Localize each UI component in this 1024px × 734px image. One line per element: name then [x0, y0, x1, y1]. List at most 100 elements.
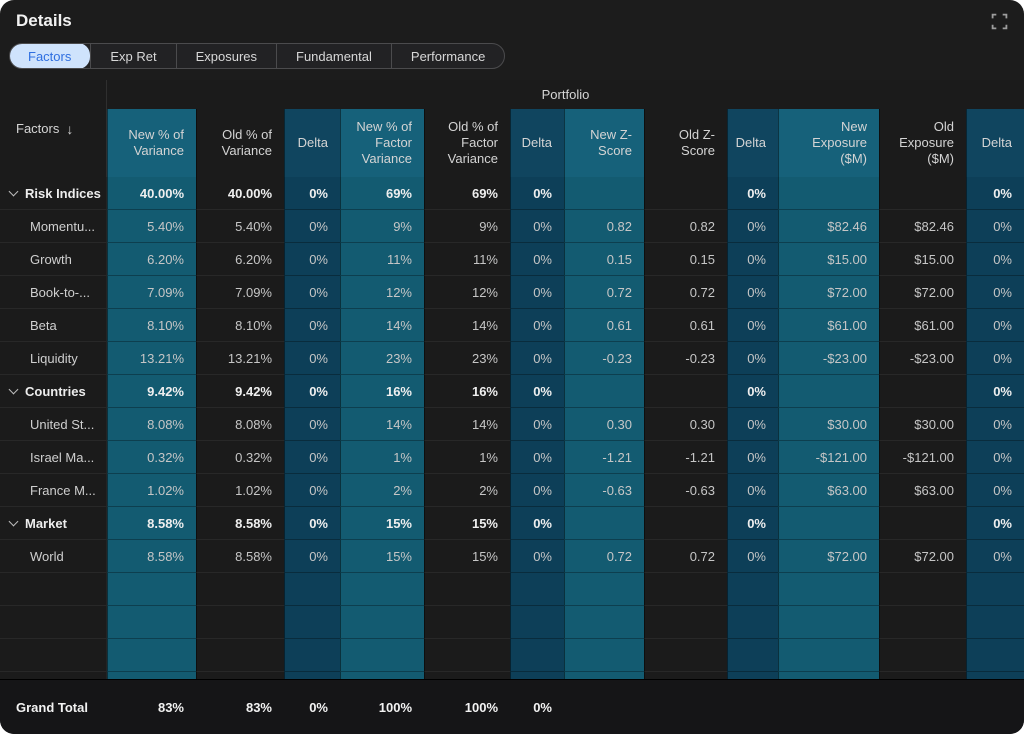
- cell: [727, 606, 778, 639]
- row-liquidity: Liquidity 13.21% 13.21% 0% 23% 23% 0% -0.23 -0.2…: [0, 342, 1024, 375]
- row-label: [0, 672, 107, 680]
- group-row-market[interactable]: Market 8.58% 8.58% 0% 15% 15% 0% 0% 0%: [0, 507, 1024, 540]
- cell: [510, 672, 564, 680]
- cell: [727, 573, 778, 606]
- cell: [340, 573, 424, 606]
- cell: $15.00: [879, 243, 966, 276]
- cell: 0.32%: [107, 441, 196, 474]
- cell: 0%: [284, 474, 340, 507]
- cell: 16%: [340, 375, 424, 408]
- factors-sort-header[interactable]: Factors ↓: [0, 80, 107, 177]
- cell: -$121.00: [778, 441, 879, 474]
- column-header-delta[interactable]: Delta: [966, 109, 1024, 177]
- cell: [778, 177, 879, 210]
- cell: [644, 507, 727, 540]
- empty-row: [0, 639, 1024, 672]
- cell: $72.00: [879, 540, 966, 573]
- factors-header-label: Factors: [16, 121, 60, 136]
- tab-performance[interactable]: Performance: [390, 44, 504, 68]
- cell: 0%: [727, 276, 778, 309]
- cell: $63.00: [879, 474, 966, 507]
- tab-exp-ret[interactable]: Exp Ret: [90, 44, 175, 68]
- empty-row: [0, 606, 1024, 639]
- cell: [879, 177, 966, 210]
- cell: [778, 672, 879, 680]
- cell: $61.00: [778, 309, 879, 342]
- cell: 0.72: [564, 276, 644, 309]
- cell: [107, 606, 196, 639]
- cell: 8.10%: [107, 309, 196, 342]
- table-body: Risk Indices 40.00% 40.00% 0% 69% 69% 0% 0% 0% Mo…: [0, 177, 1024, 680]
- top-bar: Details Factors Exp Ret Exposures Fundament…: [0, 0, 1024, 80]
- group-row-risk-indices[interactable]: Risk Indices 40.00% 40.00% 0% 69% 69% 0% 0% 0%: [0, 177, 1024, 210]
- cell: 6.20%: [196, 243, 284, 276]
- row-book-to: Book-to-... 7.09% 7.09% 0% 12% 12% 0% 0.72 0.72 0…: [0, 276, 1024, 309]
- column-header-old-of-factor-variance[interactable]: Old % of Factor Variance: [424, 109, 510, 177]
- cell: 8.10%: [196, 309, 284, 342]
- tab-exposures[interactable]: Exposures: [175, 44, 276, 68]
- cell: 0%: [284, 177, 340, 210]
- cell: [778, 507, 879, 540]
- cell: 0%: [510, 210, 564, 243]
- cell: 0%: [510, 474, 564, 507]
- cell: [107, 639, 196, 672]
- cell: [564, 639, 644, 672]
- cell: [727, 639, 778, 672]
- chevron-down-icon[interactable]: [8, 186, 19, 197]
- cell: 0%: [510, 540, 564, 573]
- cell: 0%: [510, 441, 564, 474]
- cell: 0%: [284, 243, 340, 276]
- cell: 7.09%: [107, 276, 196, 309]
- chevron-down-icon[interactable]: [8, 516, 19, 527]
- cell: 0%: [510, 408, 564, 441]
- column-header-new-exposure-m[interactable]: New Exposure ($M): [778, 109, 879, 177]
- cell: 8.58%: [196, 540, 284, 573]
- cell: 5.40%: [196, 210, 284, 243]
- cell: 14%: [424, 309, 510, 342]
- cell: 0%: [966, 441, 1024, 474]
- row-label: Liquidity: [0, 342, 107, 375]
- column-header-new-z-score[interactable]: New Z-Score: [564, 109, 644, 177]
- cell: [510, 639, 564, 672]
- cell: 9%: [424, 210, 510, 243]
- cell: -0.63: [644, 474, 727, 507]
- cell: 9.42%: [107, 375, 196, 408]
- expand-icon: [991, 13, 1007, 30]
- tab-fundamental[interactable]: Fundamental: [276, 44, 391, 68]
- cell: 0%: [727, 507, 778, 540]
- cell: 12%: [340, 276, 424, 309]
- cell: [196, 606, 284, 639]
- column-header-delta[interactable]: Delta: [510, 109, 564, 177]
- tab-factors[interactable]: Factors: [10, 44, 91, 68]
- cell: 8.08%: [196, 408, 284, 441]
- cell: 0%: [510, 507, 564, 540]
- column-header-old-z-score[interactable]: Old Z-Score: [644, 109, 727, 177]
- row-label: Countries: [0, 375, 107, 408]
- cell: 0.72: [644, 276, 727, 309]
- column-header-old-exposure-m[interactable]: Old Exposure ($M): [879, 109, 966, 177]
- cell: -$121.00: [879, 441, 966, 474]
- page-title: Details: [16, 11, 72, 30]
- chevron-down-icon[interactable]: [8, 384, 19, 395]
- cell: [778, 375, 879, 408]
- cell: 14%: [424, 408, 510, 441]
- cell: [564, 375, 644, 408]
- factors-table: Factors ↓ Portfolio New % of Variance Old…: [0, 80, 1024, 734]
- cell: $63.00: [778, 474, 879, 507]
- cell: 0.61: [644, 309, 727, 342]
- cell: 0%: [727, 408, 778, 441]
- cell: 40.00%: [107, 177, 196, 210]
- cell: [644, 672, 727, 680]
- cell: 0%: [284, 309, 340, 342]
- column-header-delta[interactable]: Delta: [284, 109, 340, 177]
- column-header-new-of-variance[interactable]: New % of Variance: [107, 109, 196, 177]
- expand-button[interactable]: [989, 13, 1009, 33]
- column-header-delta[interactable]: Delta: [727, 109, 778, 177]
- row-label: Growth: [0, 243, 107, 276]
- column-header-new-of-factor-variance[interactable]: New % of Factor Variance: [340, 109, 424, 177]
- row-israel-ma: Israel Ma... 0.32% 0.32% 0% 1% 1% 0% -1.21 -1.21…: [0, 441, 1024, 474]
- column-header-old-of-variance[interactable]: Old % of Variance: [196, 109, 284, 177]
- cell: 0%: [727, 342, 778, 375]
- cell: 0%: [966, 342, 1024, 375]
- group-row-countries[interactable]: Countries 9.42% 9.42% 0% 16% 16% 0% 0% 0%: [0, 375, 1024, 408]
